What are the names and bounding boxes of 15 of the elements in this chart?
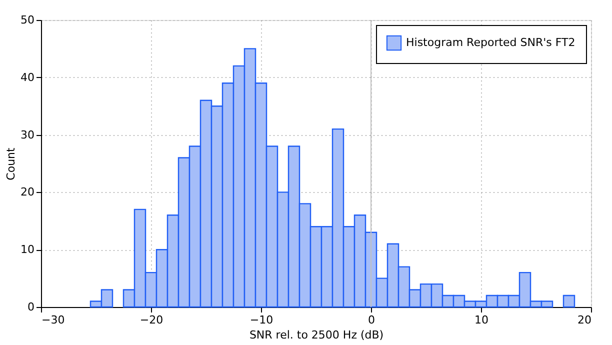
y-tick-label: 20 [20,186,34,199]
y-tick-label: 0 [28,300,34,314]
legend-label: Histogram Reported SNR's FT2 [406,36,576,49]
y-tick-label: 30 [20,128,34,142]
x-tick-label: −20 [140,314,164,326]
x-tick-label: −30 [42,314,65,326]
y-tick-label: 10 [20,243,34,256]
x-tick-label: 0 [368,314,375,326]
y-tick-label: 50 [20,14,34,26]
y-axis-title: Count [4,146,18,180]
x-tick-label: −10 [250,314,274,326]
x-axis-title: SNR rel. to 2500 Hz (dB) [249,328,384,342]
x-tick-label: 10 [474,314,488,326]
y-tick-label: 40 [20,70,34,84]
x-tick-label: 20 [578,314,592,326]
